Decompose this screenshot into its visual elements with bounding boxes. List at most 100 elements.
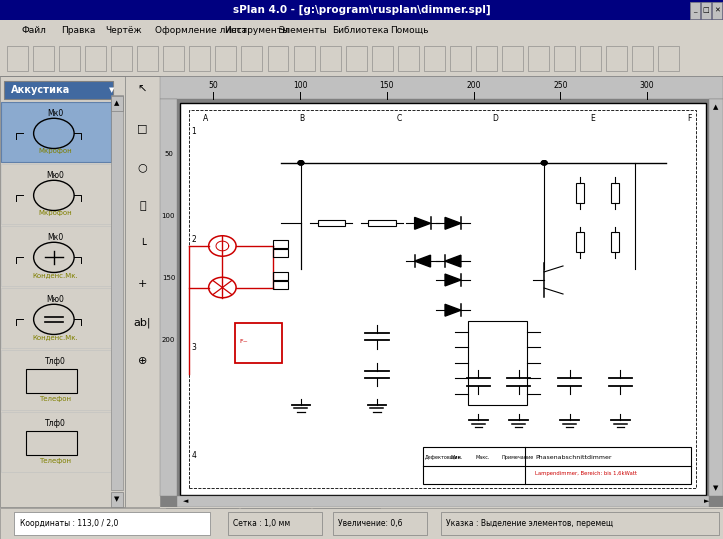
Text: B: B [299,114,304,123]
Text: └: └ [139,240,146,250]
Polygon shape [414,255,430,267]
Bar [606,46,627,71]
Text: Verstärker: Verstärker [325,513,367,521]
Text: ab|: ab| [134,317,151,328]
Bar [368,220,395,226]
Text: ⤡: ⤡ [139,201,146,211]
Text: C: C [396,114,401,123]
Bar [554,46,575,71]
Bar [137,46,158,71]
Bar [268,46,288,71]
Bar [1,226,111,286]
Text: D: D [492,114,498,123]
Bar [294,46,315,71]
Text: Телефон: Телефон [39,396,72,402]
Bar [709,99,723,496]
Bar [320,46,341,71]
Text: 100: 100 [293,80,307,89]
Bar [273,281,288,289]
Bar [580,46,601,71]
Text: Указка : Выделение элементов, перемещ: Указка : Выделение элементов, перемещ [446,519,613,528]
Bar [469,321,528,405]
Bar [4,81,113,99]
Text: Phasenabschnittdimmer: Phasenabschnittdimmer [536,455,612,460]
Text: Мю0: Мю0 [46,171,64,180]
Bar [273,272,288,280]
Text: F: F [687,114,691,123]
Text: 150: 150 [162,274,175,281]
Bar [7,46,28,71]
Bar [166,508,238,526]
Bar [476,46,497,71]
Polygon shape [445,217,461,229]
Bar [398,46,419,71]
Bar [0,20,723,41]
Bar [241,46,262,71]
Text: Сетка : 1,0 мм: Сетка : 1,0 мм [233,519,290,528]
Bar [313,508,380,526]
Text: ►: ► [704,498,710,505]
Text: 150: 150 [380,80,394,89]
Bar [317,220,345,226]
Text: _: _ [693,7,697,13]
Text: ▼: ▼ [114,496,119,502]
Bar [1,350,111,410]
Bar [422,447,691,484]
Bar [273,240,288,248]
Text: Чертёж: Чертёж [105,26,142,35]
Bar [632,46,653,71]
Text: 50: 50 [208,80,218,89]
Bar [346,46,367,71]
Text: 300: 300 [640,80,654,89]
Text: Увеличение: 0,6: Увеличение: 0,6 [338,519,402,528]
Bar [33,46,54,71]
Bar [333,512,427,535]
Text: 2: 2 [192,235,196,244]
Bar [26,370,77,393]
Bar [0,76,125,507]
Text: A: A [202,114,208,123]
Bar [160,76,723,99]
Bar [658,46,679,71]
Bar [441,512,719,535]
Bar [611,183,619,203]
Bar [111,95,123,490]
Polygon shape [445,305,461,316]
Text: □: □ [137,123,147,133]
Text: sPlan 4.0 - [g:\program\rusplan\dimmer.spl]: sPlan 4.0 - [g:\program\rusplan\dimmer.s… [233,5,490,16]
Text: Телефон: Телефон [39,458,72,464]
Polygon shape [414,217,430,229]
Bar [701,2,711,19]
Text: ▼: ▼ [713,485,719,491]
Bar [1,412,111,472]
Text: Правка: Правка [61,26,96,35]
Text: 50: 50 [164,150,173,157]
Text: Помощь: Помощь [390,26,429,35]
Text: Файл: Файл [22,26,46,35]
Text: Аккустика: Аккустика [11,85,70,95]
Text: Мин.: Мин. [450,455,463,460]
Bar [1,164,111,224]
Text: 250: 250 [553,80,568,89]
Bar [180,103,706,495]
Text: Netzteil: Netzteil [260,513,291,521]
Text: Мкрофон: Мкрофон [38,148,72,154]
Text: E: E [590,114,594,123]
Circle shape [298,161,304,165]
Bar [1,102,111,162]
Text: □: □ [703,7,709,13]
Text: Тлф0: Тлф0 [45,357,66,366]
Bar [111,96,123,111]
Bar [273,249,288,257]
Bar [0,0,723,20]
Text: Элементы: Элементы [278,26,327,35]
Bar [528,46,549,71]
Bar [372,46,393,71]
Bar [611,232,619,252]
Text: Библиотека: Библиотека [333,26,389,35]
Circle shape [298,161,304,165]
Bar [235,323,282,363]
Bar [450,46,471,71]
Text: ▼: ▼ [109,87,115,93]
Text: 200: 200 [162,336,175,343]
